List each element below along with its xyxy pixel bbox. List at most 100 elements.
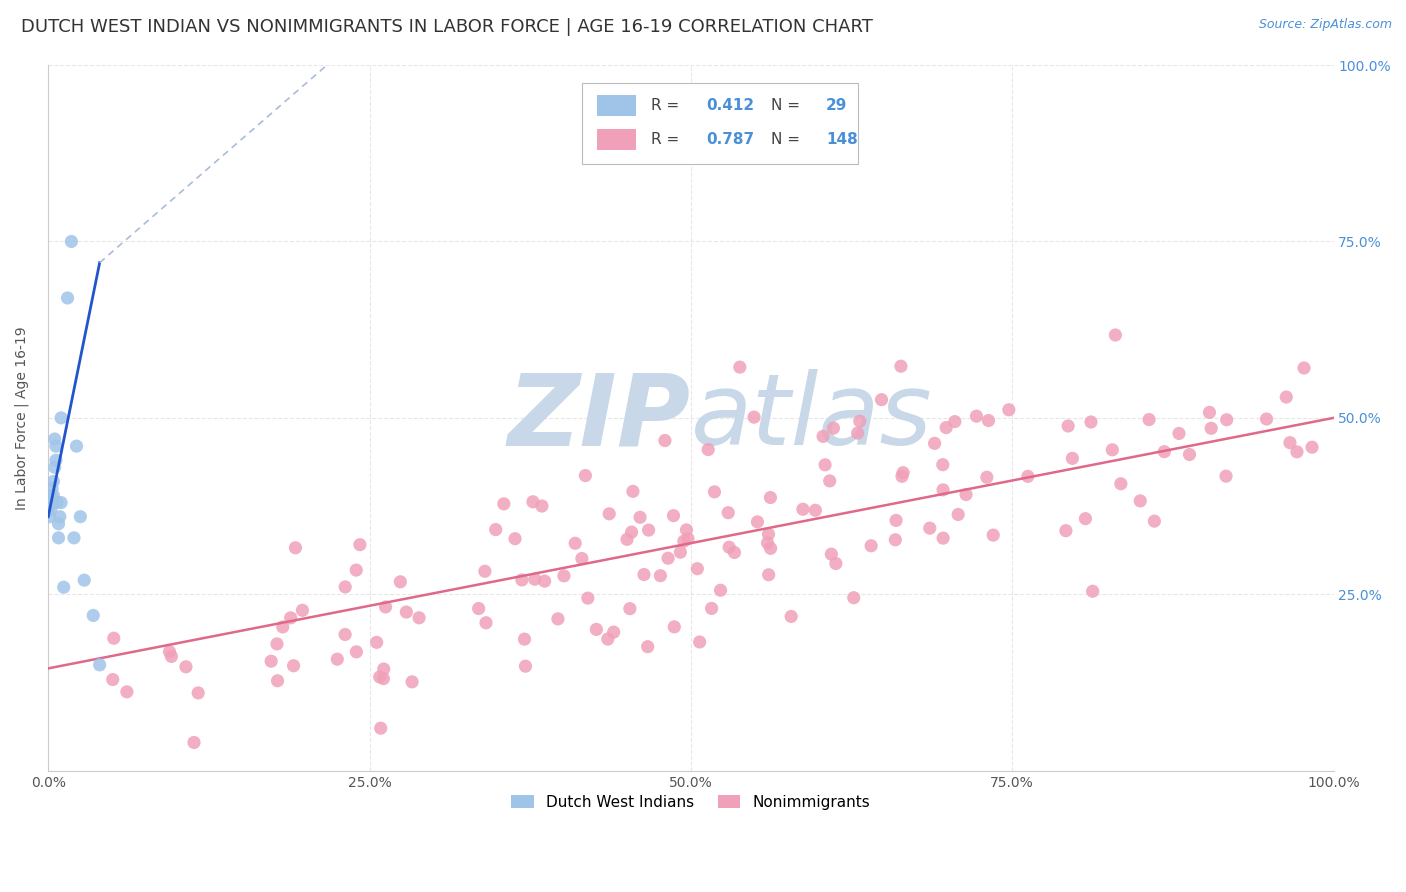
Point <box>703 484 725 499</box>
Point <box>523 572 546 586</box>
Point <box>49 410 72 425</box>
Point <box>474 564 496 578</box>
Point <box>1178 448 1201 462</box>
Point <box>1101 442 1123 457</box>
Point <box>291 603 314 617</box>
Point <box>943 415 966 429</box>
Point <box>890 359 912 374</box>
Point <box>467 601 489 615</box>
Point <box>533 574 555 589</box>
Point <box>602 625 624 640</box>
Point <box>1285 445 1308 459</box>
Point <box>804 503 827 517</box>
Text: Source: ZipAtlas.com: Source: ZipAtlas.com <box>1258 18 1392 31</box>
Point <box>723 545 745 559</box>
Point <box>553 569 575 583</box>
Point <box>395 605 418 619</box>
Point <box>758 567 780 582</box>
Point <box>1292 361 1315 376</box>
Text: 148: 148 <box>825 132 858 146</box>
Point <box>709 583 731 598</box>
Point <box>401 674 423 689</box>
Point <box>571 551 593 566</box>
Point <box>675 523 697 537</box>
Point <box>475 615 498 630</box>
Point <box>977 413 1000 427</box>
Point <box>368 670 391 684</box>
Point <box>522 495 544 509</box>
Point <box>860 539 883 553</box>
Point <box>700 601 723 615</box>
Point <box>884 513 907 527</box>
FancyBboxPatch shape <box>582 83 858 164</box>
Point <box>981 528 1004 542</box>
Point <box>283 658 305 673</box>
Point <box>669 545 692 559</box>
Point <box>373 662 395 676</box>
Point <box>1275 390 1298 404</box>
Point <box>1062 451 1084 466</box>
Point <box>574 468 596 483</box>
Point <box>891 469 914 483</box>
Point <box>49 495 72 509</box>
Point <box>374 599 396 614</box>
Point <box>1017 469 1039 483</box>
Point <box>73 573 96 587</box>
Point <box>637 523 659 537</box>
Text: N =: N = <box>770 132 800 146</box>
Point <box>918 521 941 535</box>
Point <box>1198 405 1220 419</box>
Point <box>69 509 91 524</box>
Point <box>676 532 699 546</box>
Point <box>52 580 75 594</box>
Text: 29: 29 <box>825 98 848 112</box>
Point <box>160 649 183 664</box>
Point <box>335 580 357 594</box>
Point <box>103 631 125 645</box>
Point <box>598 507 620 521</box>
Point <box>849 414 872 428</box>
Text: 0.412: 0.412 <box>706 98 755 112</box>
Point <box>672 534 695 549</box>
Point <box>637 640 659 654</box>
Point <box>503 532 526 546</box>
Point <box>998 402 1021 417</box>
Point <box>846 426 869 441</box>
Point <box>333 627 356 641</box>
Point <box>596 632 619 646</box>
Point <box>1256 412 1278 426</box>
Text: R =: R = <box>651 98 679 112</box>
Point <box>657 551 679 566</box>
Point <box>266 637 288 651</box>
Point <box>1215 469 1237 483</box>
Point <box>1143 514 1166 528</box>
Point <box>1137 412 1160 426</box>
Point <box>697 442 720 457</box>
Point <box>1054 524 1077 538</box>
Point <box>183 735 205 749</box>
Point <box>515 659 537 673</box>
Point <box>373 672 395 686</box>
Point <box>344 645 367 659</box>
Point <box>41 495 63 509</box>
Point <box>326 652 349 666</box>
Point <box>82 608 104 623</box>
Point <box>747 515 769 529</box>
Point <box>780 609 803 624</box>
Point <box>811 429 834 443</box>
Point <box>1168 426 1191 441</box>
Point <box>280 611 302 625</box>
Point <box>513 632 536 647</box>
Point <box>159 645 181 659</box>
Point <box>818 474 841 488</box>
Point <box>932 483 955 497</box>
Point <box>42 475 65 489</box>
Point <box>44 460 66 475</box>
Point <box>408 611 430 625</box>
Point <box>530 499 553 513</box>
Point <box>42 489 65 503</box>
Bar <box>598 128 636 150</box>
Point <box>1278 435 1301 450</box>
Point <box>924 436 946 450</box>
Point <box>1153 444 1175 458</box>
